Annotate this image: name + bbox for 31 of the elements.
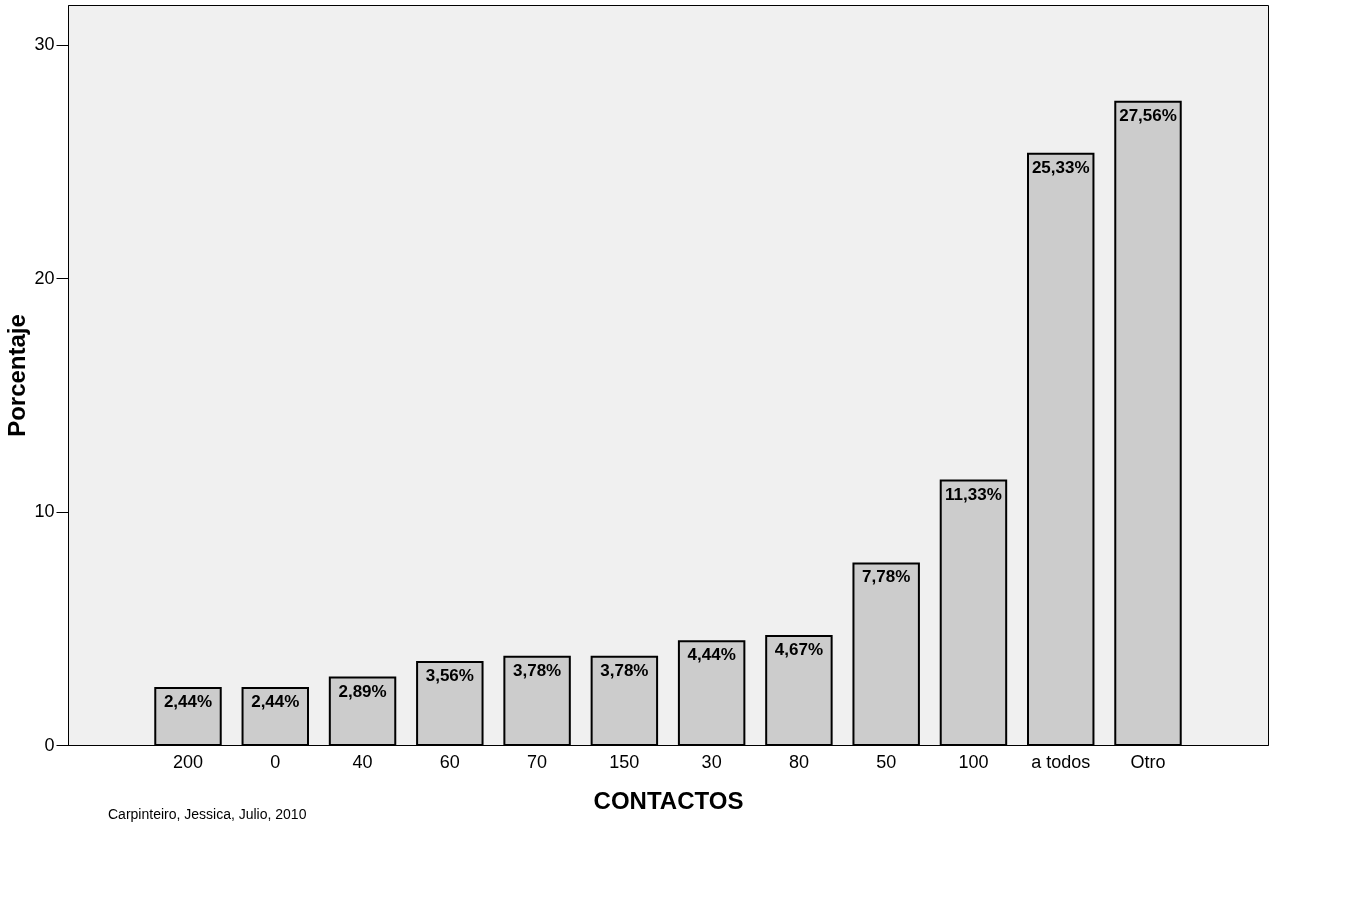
data-label: 4,44% [687, 645, 736, 665]
x-tick-label: 60 [439, 751, 460, 772]
data-label: 3,78% [512, 660, 562, 680]
y-tick-label: 0 [44, 734, 55, 755]
y-tick-label: 10 [34, 501, 55, 522]
x-tick-label: 0 [270, 751, 281, 772]
data-label: 4,67% [774, 639, 824, 659]
text: Carpinteiro, Jessica, Julio, 2010 [108, 806, 307, 822]
x-tick-label: Otro [1130, 751, 1166, 772]
data-label: 25,33% [1031, 157, 1090, 177]
x-tick-label: 50 [876, 751, 897, 772]
x-tick-label: 80 [788, 751, 809, 772]
x-tick-label: 200 [172, 751, 204, 772]
y-tick-label: 30 [34, 34, 55, 55]
x-tick-label: 40 [352, 751, 373, 772]
x-axis-title: CONTACTOS [593, 786, 744, 814]
x-tick-label: 150 [609, 751, 640, 772]
y-tick-label: 20 [34, 267, 55, 288]
data-label: 2,89% [338, 681, 387, 701]
x-tick-label: 30 [701, 751, 722, 772]
x-tick-label: 100 [958, 751, 989, 772]
x-tick-label: 70 [527, 751, 548, 772]
data-label: 3,56% [425, 665, 474, 685]
data-label: 7,78% [862, 567, 911, 587]
data-label: 3,78% [600, 660, 649, 680]
y-axis-title: Porcentaje [3, 314, 31, 437]
data-label: 27,56% [1119, 105, 1177, 125]
data-label: 2,44% [251, 692, 300, 712]
x-tick-label: a todos [1031, 751, 1091, 772]
data-label: 11,33% [945, 484, 1002, 504]
data-label: 2,44% [163, 692, 213, 712]
